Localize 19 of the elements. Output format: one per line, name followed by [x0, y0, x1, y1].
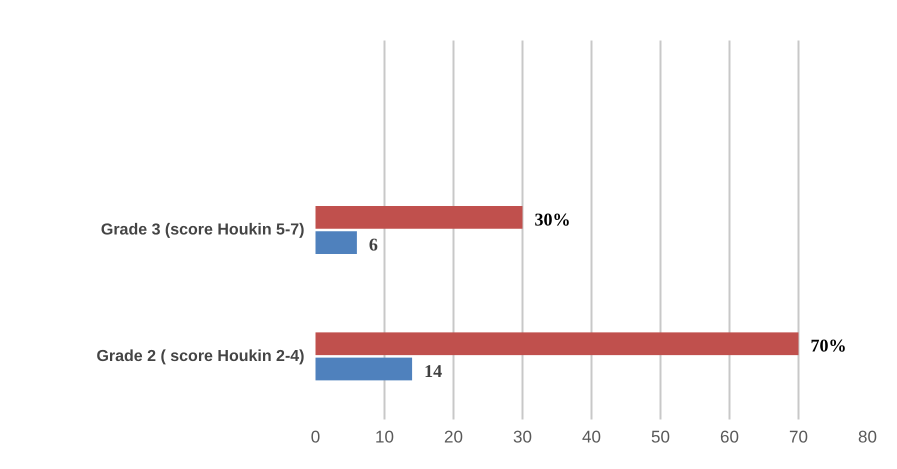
x-tick-label: 10 — [375, 428, 394, 446]
x-tick-label: 50 — [651, 428, 670, 446]
y-tick-label: Grade 3 (score Houkin 5-7) — [100, 222, 305, 238]
x-tick-label: 40 — [582, 428, 601, 446]
x-tick-label: 60 — [720, 428, 739, 446]
bar — [316, 332, 798, 356]
data-label: 6 — [368, 234, 378, 255]
x-tick-label: 20 — [444, 428, 463, 446]
data-label: 30% — [534, 209, 570, 230]
x-tick-label: 0 — [310, 428, 320, 446]
x-tick-label: 70 — [789, 428, 808, 446]
bar — [316, 206, 522, 229]
bar — [316, 231, 357, 254]
x-tick-label: 80 — [858, 428, 877, 446]
x-tick-label: 30 — [513, 428, 532, 446]
data-label: 70% — [810, 336, 846, 356]
y-tick-label: Grade 2 ( score Houkin 2-4) — [96, 348, 304, 365]
bar — [316, 358, 412, 380]
data-label: 14 — [424, 360, 442, 381]
